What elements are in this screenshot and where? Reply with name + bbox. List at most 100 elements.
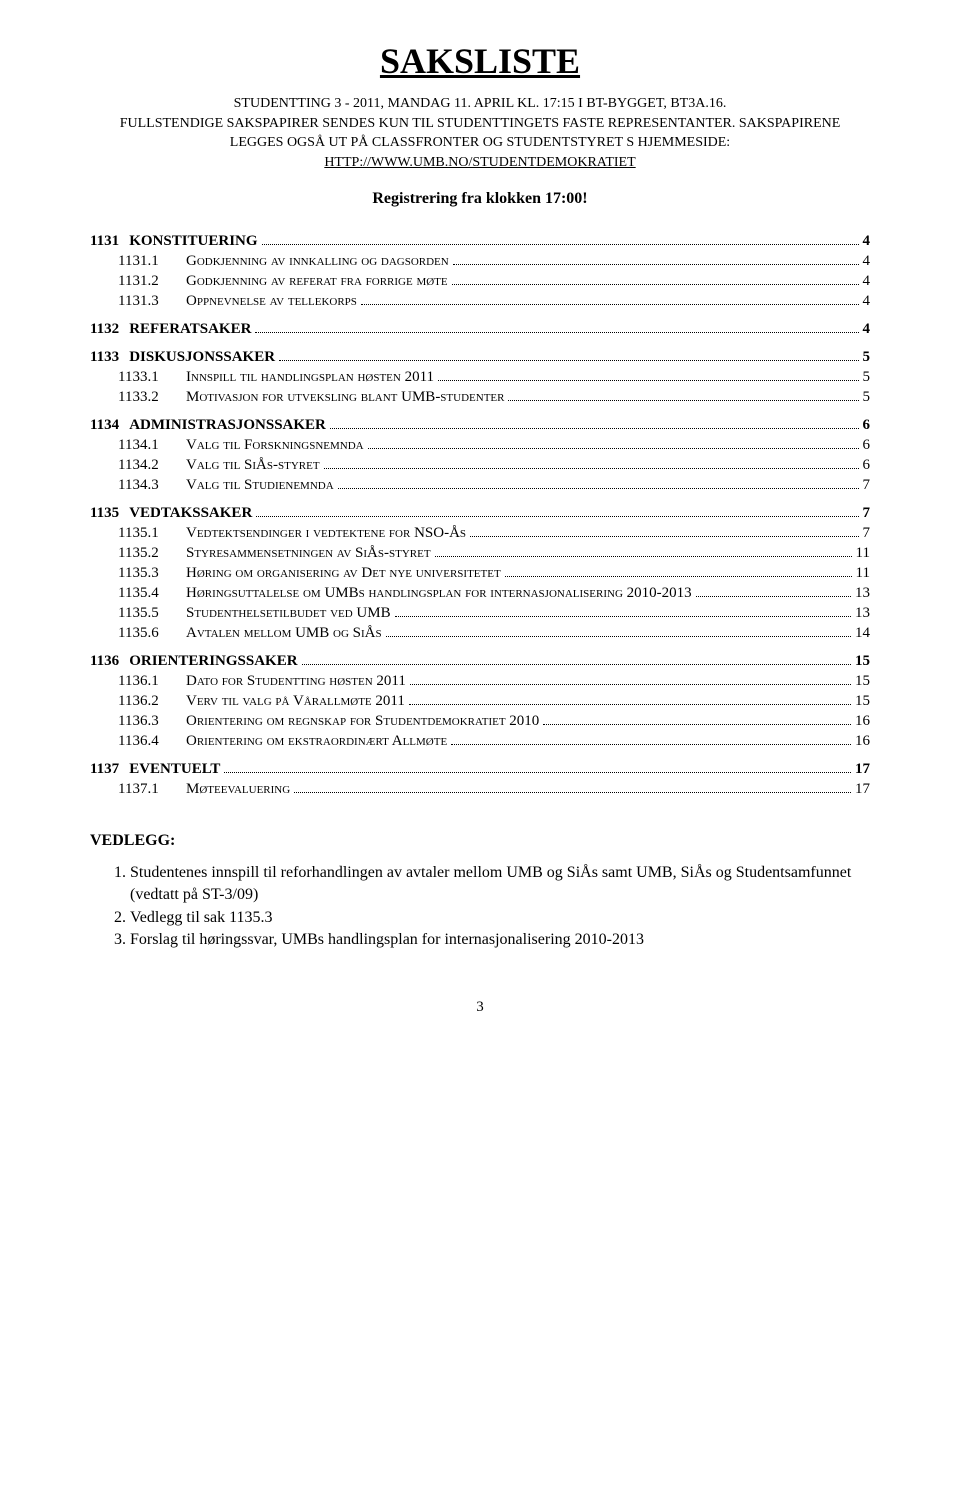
toc-label: Valg til SiÅs-styret [186, 457, 320, 474]
toc-page: 4 [863, 321, 871, 338]
toc-label: Verv til valg på Vårallmøte 2011 [186, 693, 405, 710]
page-title: SAKSLISTE [90, 40, 870, 82]
toc-subitem: 1134.2Valg til SiÅs-styret6 [90, 456, 870, 474]
toc-subitem: 1136.2Verv til valg på Vårallmøte 201115 [90, 692, 870, 710]
toc-label: Orientering om ekstraordinært Allmøte [186, 733, 447, 750]
toc-number: 1135.5 [118, 605, 176, 622]
toc-number: 1133.2 [118, 389, 176, 406]
toc-page: 6 [863, 457, 871, 474]
toc-leader [453, 252, 859, 265]
toc-leader [543, 712, 851, 725]
toc-number: 1133 [90, 349, 119, 366]
subtitle-line: STUDENTTING 3 - 2011, MANDAG 11. APRIL K… [90, 94, 870, 114]
toc-subitem: 1133.2 Motivasjon for utveksling blant UM… [90, 388, 870, 406]
attachment-item: Vedlegg til sak 1135.3 [130, 907, 870, 929]
toc-label: KONSTITUERING [129, 233, 257, 250]
toc-subitem: 1135.4Høringsuttalelse om UMBs handlings… [90, 584, 870, 602]
attachments-list: Studentenes innspill til reforhandlingen… [90, 862, 870, 950]
attachment-item: Studentenes innspill til reforhandlingen… [130, 862, 870, 905]
page-number: 3 [90, 999, 870, 1016]
toc-page: 14 [855, 625, 870, 642]
toc-leader [470, 524, 858, 537]
toc-leader [451, 732, 851, 745]
toc-label: Oppnevnelse av tellekorps [186, 293, 357, 310]
toc-page: 11 [856, 565, 870, 582]
toc-label: Orientering om regnskap for Studentdemok… [186, 713, 539, 730]
toc-number: 1135.4 [118, 585, 176, 602]
toc-leader [255, 320, 858, 333]
attachments-label: VEDLEGG: [90, 832, 870, 850]
attachment-item: Forslag til høringssvar, UMBs handlingsp… [130, 929, 870, 951]
toc-page: 15 [855, 673, 870, 690]
toc-number: 1134.1 [118, 437, 176, 454]
toc-page: 13 [855, 585, 870, 602]
subtitle-link[interactable]: HTTP://WWW.UMB.NO/STUDENTDEMOKRATIET [324, 155, 635, 170]
toc-page: 5 [863, 369, 871, 386]
toc-label: Dato for Studentting høsten 2011 [186, 673, 406, 690]
toc-section-heading: 1131 KONSTITUERING 4 [90, 232, 870, 250]
toc-label: Valg til Studienemnda [186, 477, 334, 494]
document-page: SAKSLISTE STUDENTTING 3 - 2011, MANDAG 1… [0, 0, 960, 1056]
toc-leader [508, 388, 858, 401]
toc-page: 4 [863, 293, 871, 310]
toc-section-heading: 1137EVENTUELT17 [90, 760, 870, 778]
toc-number: 1131.2 [118, 273, 176, 290]
toc-page: 4 [863, 273, 871, 290]
toc-leader [696, 584, 851, 597]
subtitle-line: LEGGES OGSÅ UT PÅ CLASSFRONTER OG STUDEN… [90, 133, 870, 153]
toc-page: 5 [863, 349, 871, 366]
toc-section-heading: 1132REFERATSAKER4 [90, 320, 870, 338]
toc-label: Valg til Forskningsnemnda [186, 437, 364, 454]
toc-number: 1136.1 [118, 673, 176, 690]
registration-line: Registrering fra klokken 17:00! [90, 190, 870, 208]
toc-page: 6 [863, 437, 871, 454]
toc-leader [361, 292, 859, 305]
toc-subitem: 1136.4Orientering om ekstraordinært Allm… [90, 732, 870, 750]
toc-subitem: 1134.1 Valg til Forskningsnemnda 6 [90, 436, 870, 454]
toc-page: 7 [863, 505, 871, 522]
toc-leader [224, 760, 851, 773]
toc-label: Motivasjon for utveksling blant UMB-stud… [186, 389, 504, 406]
toc-label: ORIENTERINGSSAKER [129, 653, 297, 670]
toc-number: 1136 [90, 653, 119, 670]
toc-leader [435, 544, 852, 557]
toc-label: Studenthelsetilbudet ved UMB [186, 605, 391, 622]
toc-label: VEDTAKSSAKER [129, 505, 252, 522]
toc-number: 1131.3 [118, 293, 176, 310]
toc-number: 1135.6 [118, 625, 176, 642]
toc-subitem: 1131.3 Oppnevnelse av tellekorps 4 [90, 292, 870, 310]
toc-leader [410, 672, 851, 685]
toc-subitem: 1131.1 Godkjenning av innkalling og dagso… [90, 252, 870, 270]
toc-number: 1133.1 [118, 369, 176, 386]
toc-number: 1135.2 [118, 545, 176, 562]
toc-leader [294, 780, 851, 793]
toc-section-heading: 1133 DISKUSJONSSAKER 5 [90, 348, 870, 366]
toc-section-heading: 1135VEDTAKSSAKER7 [90, 504, 870, 522]
toc-label: Høring om organisering av Det nye univer… [186, 565, 501, 582]
toc-page: 15 [855, 693, 870, 710]
toc-section-heading: 1134ADMINISTRASJONSSAKER6 [90, 416, 870, 434]
toc-page: 4 [863, 233, 871, 250]
toc-label: Styresammensetningen av SiÅs-styret [186, 545, 431, 562]
toc-number: 1131 [90, 233, 119, 250]
toc-leader [505, 564, 852, 577]
toc-subitem: 1136.1 Dato for Studentting høsten 2011 15 [90, 672, 870, 690]
toc-subitem: 1134.3Valg til Studienemnda7 [90, 476, 870, 494]
toc-page: 17 [855, 781, 870, 798]
toc-leader [279, 348, 858, 361]
toc-subitem: 1137.1Møteevaluering17 [90, 780, 870, 798]
toc-label: DISKUSJONSSAKER [129, 349, 275, 366]
toc-label: Godkjenning av innkalling og dagsorden [186, 253, 449, 270]
toc-number: 1135.1 [118, 525, 176, 542]
toc-subitem: 1136.3Orientering om regnskap for Studen… [90, 712, 870, 730]
toc-subitem: 1135.6Avtalen mellom UMB og SiÅs14 [90, 624, 870, 642]
toc-leader [324, 456, 859, 469]
toc-page: 17 [855, 761, 870, 778]
toc-number: 1131.1 [118, 253, 176, 270]
toc-page: 5 [863, 389, 871, 406]
toc-leader [256, 504, 858, 517]
toc-page: 7 [863, 477, 871, 494]
toc-label: Møteevaluering [186, 781, 290, 798]
toc-page: 7 [863, 525, 871, 542]
toc-subitem: 1135.5Studenthelsetilbudet ved UMB13 [90, 604, 870, 622]
